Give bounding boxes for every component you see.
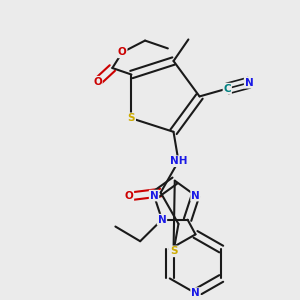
Text: N: N bbox=[158, 215, 166, 225]
Text: S: S bbox=[170, 246, 177, 256]
Text: N: N bbox=[150, 190, 158, 201]
Text: O: O bbox=[118, 47, 127, 57]
Text: S: S bbox=[128, 113, 135, 123]
Text: N: N bbox=[245, 78, 254, 88]
Text: NH: NH bbox=[170, 156, 187, 166]
Text: N: N bbox=[191, 288, 200, 298]
Text: C: C bbox=[224, 84, 231, 94]
Text: O: O bbox=[124, 191, 133, 202]
Text: O: O bbox=[93, 77, 102, 87]
Text: N: N bbox=[191, 190, 200, 201]
